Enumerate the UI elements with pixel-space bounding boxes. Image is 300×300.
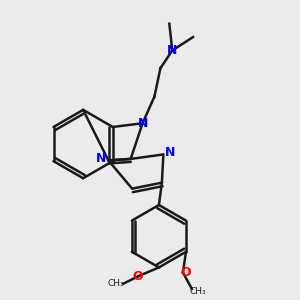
- Text: O: O: [181, 266, 191, 279]
- Text: N: N: [137, 117, 148, 130]
- Text: N: N: [96, 152, 106, 165]
- Text: N: N: [167, 44, 178, 57]
- Text: CH₃: CH₃: [190, 287, 206, 296]
- Text: CH₃: CH₃: [107, 279, 124, 288]
- Text: N: N: [165, 146, 175, 160]
- Text: O: O: [133, 270, 143, 283]
